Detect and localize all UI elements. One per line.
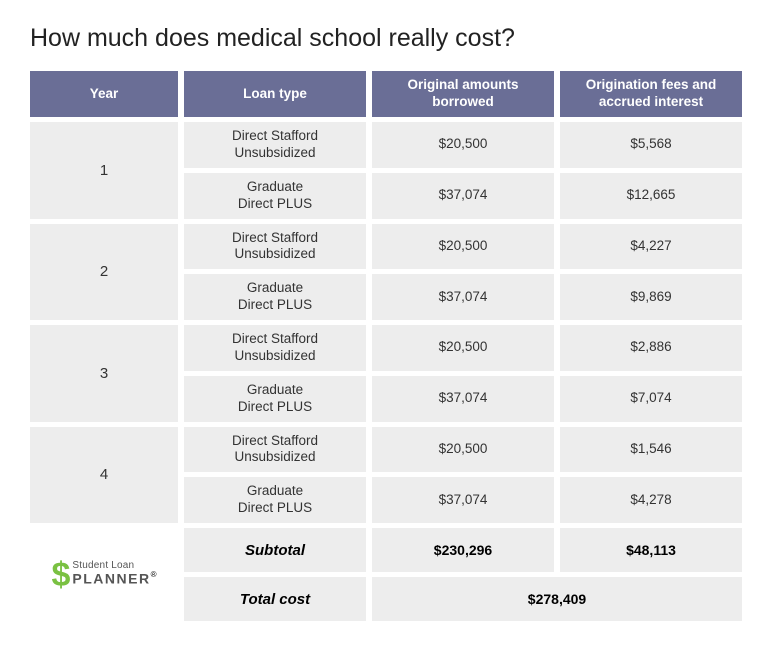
fees-cell: $1,546 (560, 427, 742, 473)
subtotal-borrowed: $230,296 (372, 528, 554, 572)
loan-type-cell: GraduateDirect PLUS (184, 274, 366, 320)
fees-cell: $7,074 (560, 376, 742, 422)
col-header-fees: Origination fees and accrued interest (560, 71, 742, 117)
col-header-borrowed: Original amounts borrowed (372, 71, 554, 117)
year-cell: 4 (30, 427, 178, 524)
loan-type-cell: Direct StaffordUnsubsidized (184, 122, 366, 168)
fees-cell: $12,665 (560, 173, 742, 219)
fees-cell: $5,568 (560, 122, 742, 168)
logo-line2: PLANNER (72, 571, 150, 587)
subtotal-fees: $48,113 (560, 528, 742, 572)
borrowed-cell: $20,500 (372, 427, 554, 473)
fees-cell: $9,869 (560, 274, 742, 320)
borrowed-cell: $37,074 (372, 173, 554, 219)
subtotal-label: Subtotal (184, 528, 366, 572)
loan-type-cell: Direct StaffordUnsubsidized (184, 325, 366, 371)
loan-type-cell: GraduateDirect PLUS (184, 477, 366, 523)
dollar-icon: $ (52, 558, 71, 592)
col-header-year: Year (30, 71, 178, 117)
borrowed-cell: $20,500 (372, 122, 554, 168)
loan-type-cell: Direct StaffordUnsubsidized (184, 224, 366, 270)
loan-type-cell: GraduateDirect PLUS (184, 376, 366, 422)
col-header-loan-type: Loan type (184, 71, 366, 117)
borrowed-cell: $20,500 (372, 224, 554, 270)
brand-logo: $ Student Loan PLANNER® (52, 558, 157, 592)
page-title: How much does medical school really cost… (30, 24, 738, 53)
total-value: $278,409 (372, 577, 742, 621)
borrowed-cell: $37,074 (372, 274, 554, 320)
cost-table: Year Loan type Original amounts borrowed… (30, 71, 738, 621)
logo-cell: $ Student Loan PLANNER® (30, 528, 178, 621)
borrowed-cell: $37,074 (372, 376, 554, 422)
loan-type-cell: Direct StaffordUnsubsidized (184, 427, 366, 473)
registered-mark: ® (151, 570, 157, 579)
borrowed-cell: $20,500 (372, 325, 554, 371)
fees-cell: $4,278 (560, 477, 742, 523)
year-cell: 2 (30, 224, 178, 321)
year-cell: 1 (30, 122, 178, 219)
total-label: Total cost (184, 577, 366, 621)
borrowed-cell: $37,074 (372, 477, 554, 523)
year-cell: 3 (30, 325, 178, 422)
fees-cell: $2,886 (560, 325, 742, 371)
fees-cell: $4,227 (560, 224, 742, 270)
loan-type-cell: GraduateDirect PLUS (184, 173, 366, 219)
